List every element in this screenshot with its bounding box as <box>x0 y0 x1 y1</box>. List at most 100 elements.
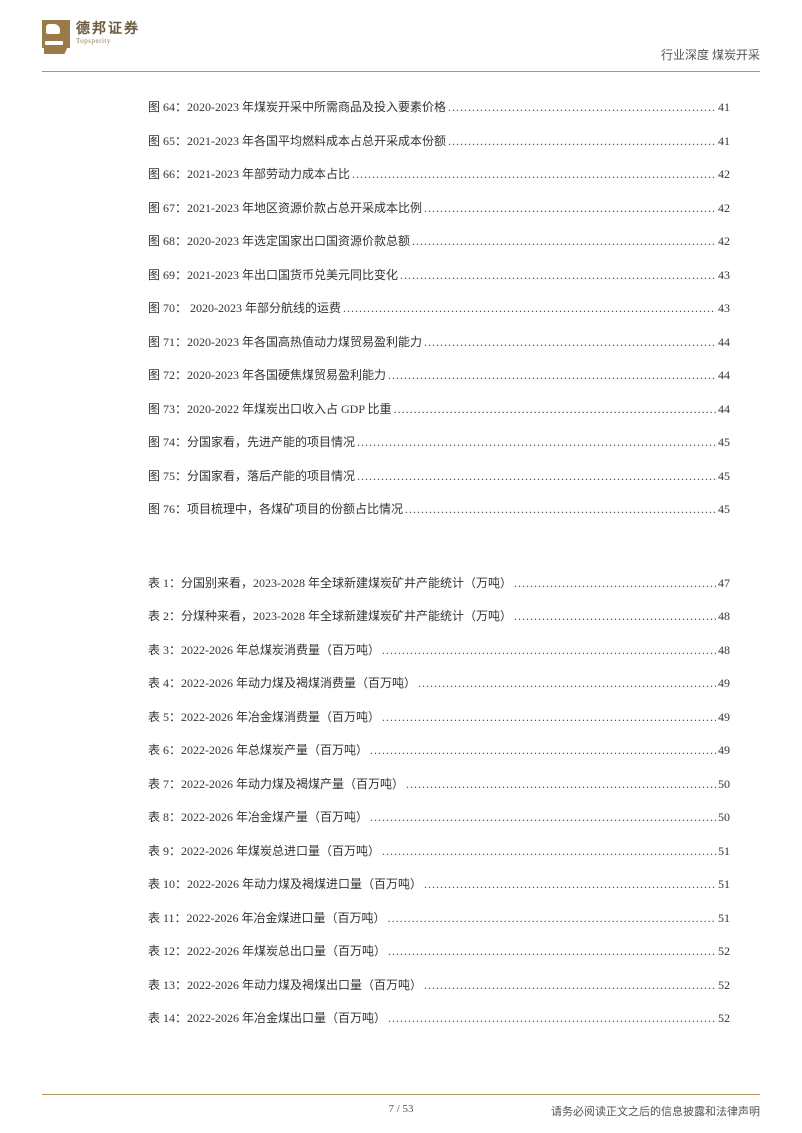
table-label: 表 4：2022-2026 年动力煤及褐煤消费量（百万吨） <box>148 674 416 691</box>
table-page: 47 <box>718 576 730 591</box>
logo-stem-icon <box>44 46 68 54</box>
toc-leader-dots <box>370 810 716 825</box>
table-page: 50 <box>718 777 730 792</box>
figure-label: 图 71：2020-2023 年各国高热值动力煤贸易盈利能力 <box>148 333 422 350</box>
table-entry: 表 7：2022-2026 年动力煤及褐煤产量（百万吨） 50 <box>148 775 730 792</box>
logo-text-cn: 德邦证券 <box>76 22 140 37</box>
toc-leader-dots <box>388 368 716 383</box>
figure-page: 44 <box>718 368 730 383</box>
figure-label: 图 67：2021-2023 年地区资源价款占总开采成本比例 <box>148 199 422 216</box>
toc-leader-dots <box>382 643 716 658</box>
toc-leader-dots <box>370 743 716 758</box>
figure-label: 图 65：2021-2023 年各国平均燃料成本占总开采成本份额 <box>148 132 446 149</box>
page-header: 德邦证券 Topsperity 行业深度 煤炭开采 <box>42 28 760 72</box>
figure-label: 图 69：2021-2023 年出口国货币兑美元同比变化 <box>148 266 398 283</box>
footer-disclaimer: 请务必阅读正文之后的信息披露和法律声明 <box>551 1103 760 1119</box>
page-footer: 7 / 53 请务必阅读正文之后的信息披露和法律声明 <box>42 1094 760 1103</box>
table-label: 表 2：分煤种来看，2023-2028 年全球新建煤炭矿井产能统计（万吨） <box>148 607 512 624</box>
table-label: 表 10：2022-2026 年动力煤及褐煤进口量（百万吨） <box>148 875 422 892</box>
table-label: 表 14：2022-2026 年冶金煤出口量（百万吨） <box>148 1009 386 1026</box>
figure-page: 45 <box>718 435 730 450</box>
figure-page: 42 <box>718 167 730 182</box>
toc-leader-dots <box>448 134 716 149</box>
table-label: 表 12：2022-2026 年煤炭总出口量（百万吨） <box>148 942 386 959</box>
table-entry: 表 11：2022-2026 年冶金煤进口量（百万吨） 51 <box>148 909 730 926</box>
figure-entry: 图 71：2020-2023 年各国高热值动力煤贸易盈利能力 44 <box>148 333 730 350</box>
toc-leader-dots <box>352 167 716 182</box>
toc-leader-dots <box>382 710 716 725</box>
table-page: 49 <box>718 710 730 725</box>
figure-entry: 图 72：2020-2023 年各国硬焦煤贸易盈利能力 44 <box>148 366 730 383</box>
figure-page: 42 <box>718 234 730 249</box>
toc-leader-dots <box>514 576 716 591</box>
table-entry: 表 8：2022-2026 年冶金煤产量（百万吨） 50 <box>148 808 730 825</box>
figure-entry: 图 66：2021-2023 年部劳动力成本占比 42 <box>148 165 730 182</box>
figure-label: 图 72：2020-2023 年各国硬焦煤贸易盈利能力 <box>148 366 386 383</box>
toc-leader-dots <box>424 335 716 350</box>
toc-content: 图 64：2020-2023 年煤炭开采中所需商品及投入要素价格 41图 65：… <box>148 98 730 1043</box>
table-page: 48 <box>718 609 730 624</box>
figure-label: 图 68：2020-2023 年选定国家出口国资源价款总额 <box>148 232 410 249</box>
table-entry: 表 4：2022-2026 年动力煤及褐煤消费量（百万吨） 49 <box>148 674 730 691</box>
table-label: 表 5：2022-2026 年冶金煤消费量（百万吨） <box>148 708 380 725</box>
table-page: 51 <box>718 844 730 859</box>
toc-leader-dots <box>388 911 716 926</box>
figure-label: 图 73：2020-2022 年煤炭出口收入占 GDP 比重 <box>148 400 392 417</box>
table-entry: 表 1：分国别来看，2023-2028 年全球新建煤炭矿井产能统计（万吨） 47 <box>148 574 730 591</box>
figure-page: 44 <box>718 335 730 350</box>
figure-page: 45 <box>718 469 730 484</box>
table-page: 48 <box>718 643 730 658</box>
figure-entry: 图 67：2021-2023 年地区资源价款占总开采成本比例 42 <box>148 199 730 216</box>
table-label: 表 3：2022-2026 年总煤炭消费量（百万吨） <box>148 641 380 658</box>
table-label: 表 7：2022-2026 年动力煤及褐煤产量（百万吨） <box>148 775 404 792</box>
toc-leader-dots <box>388 944 716 959</box>
toc-leader-dots <box>406 777 716 792</box>
figure-label: 图 64：2020-2023 年煤炭开采中所需商品及投入要素价格 <box>148 98 446 115</box>
figure-page: 43 <box>718 268 730 283</box>
figure-page: 41 <box>718 134 730 149</box>
logo-text-en: Topsperity <box>76 38 140 46</box>
figure-label: 图 75：分国家看，落后产能的项目情况 <box>148 467 355 484</box>
table-entry: 表 12：2022-2026 年煤炭总出口量（百万吨） 52 <box>148 942 730 959</box>
figure-entry: 图 70： 2020-2023 年部分航线的运费 43 <box>148 299 730 316</box>
figure-page: 43 <box>718 301 730 316</box>
toc-leader-dots <box>357 435 716 450</box>
table-entry: 表 14：2022-2026 年冶金煤出口量（百万吨） 52 <box>148 1009 730 1026</box>
toc-leader-dots <box>394 402 716 417</box>
table-entry: 表 13：2022-2026 年动力煤及褐煤出口量（百万吨） 52 <box>148 976 730 993</box>
table-entry: 表 6：2022-2026 年总煤炭产量（百万吨） 49 <box>148 741 730 758</box>
figure-entry: 图 69：2021-2023 年出口国货币兑美元同比变化 43 <box>148 266 730 283</box>
page-number: 7 / 53 <box>388 1103 413 1115</box>
table-entry: 表 3：2022-2026 年总煤炭消费量（百万吨） 48 <box>148 641 730 658</box>
figure-entry: 图 76：项目梳理中，各煤矿项目的份额占比情况 45 <box>148 500 730 517</box>
logo-mark-icon <box>42 20 70 48</box>
table-label: 表 13：2022-2026 年动力煤及褐煤出口量（百万吨） <box>148 976 422 993</box>
toc-leader-dots <box>400 268 716 283</box>
toc-leader-dots <box>424 201 716 216</box>
logo: 德邦证券 Topsperity <box>42 20 140 48</box>
toc-leader-dots <box>424 877 716 892</box>
figure-entry: 图 64：2020-2023 年煤炭开采中所需商品及投入要素价格 41 <box>148 98 730 115</box>
table-page: 51 <box>718 877 730 892</box>
table-label: 表 6：2022-2026 年总煤炭产量（百万吨） <box>148 741 368 758</box>
table-page: 52 <box>718 978 730 993</box>
figure-entry: 图 68：2020-2023 年选定国家出口国资源价款总额 42 <box>148 232 730 249</box>
toc-leader-dots <box>357 469 716 484</box>
table-entry: 表 2：分煤种来看，2023-2028 年全球新建煤炭矿井产能统计（万吨） 48 <box>148 607 730 624</box>
figure-page: 44 <box>718 402 730 417</box>
toc-leader-dots <box>382 844 716 859</box>
figure-label: 图 74：分国家看，先进产能的项目情况 <box>148 433 355 450</box>
table-label: 表 8：2022-2026 年冶金煤产量（百万吨） <box>148 808 368 825</box>
header-category: 行业深度 煤炭开采 <box>661 46 760 63</box>
toc-leader-dots <box>514 609 716 624</box>
toc-leader-dots <box>388 1011 716 1026</box>
table-page: 52 <box>718 1011 730 1026</box>
figure-entry: 图 73：2020-2022 年煤炭出口收入占 GDP 比重 44 <box>148 400 730 417</box>
toc-leader-dots <box>412 234 716 249</box>
table-page: 52 <box>718 944 730 959</box>
toc-leader-dots <box>343 301 716 316</box>
figure-page: 45 <box>718 502 730 517</box>
figure-entry: 图 75：分国家看，落后产能的项目情况 45 <box>148 467 730 484</box>
toc-leader-dots <box>448 100 716 115</box>
figure-entry: 图 65：2021-2023 年各国平均燃料成本占总开采成本份额 41 <box>148 132 730 149</box>
